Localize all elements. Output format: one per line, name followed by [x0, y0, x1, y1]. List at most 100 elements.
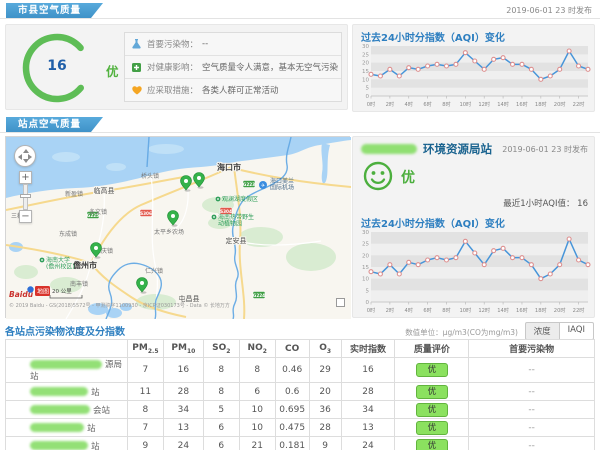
svg-text:10时: 10时 — [459, 306, 471, 314]
map-town-label: 太平乡农场 — [154, 228, 184, 236]
zoom-slider-handle[interactable] — [20, 194, 31, 198]
zoom-in-button[interactable]: + — [19, 171, 32, 184]
station-pin[interactable] — [180, 175, 192, 192]
column-header: PM2.5 — [126, 339, 164, 358]
pollutant-value: 8 — [126, 400, 164, 419]
svg-text:30: 30 — [362, 44, 369, 50]
svg-text:国际机场: 国际机场 — [270, 184, 294, 192]
zoom-out-button[interactable]: − — [19, 210, 32, 223]
svg-text:22时: 22时 — [573, 100, 585, 108]
pollutant-value: 0.46 — [274, 357, 310, 383]
map-canvas[interactable]: G225S306G223S304G224桥头镇新盈镇多文镇东成镇三都镇和庆镇仁兴… — [6, 137, 351, 319]
svg-text:16时: 16时 — [516, 100, 528, 108]
pollutant-value: 10 — [238, 400, 276, 419]
tab-station-air-quality: 站点空气质量 — [6, 117, 103, 132]
map-scale: 20 公里 — [49, 288, 83, 299]
heart-icon — [132, 85, 143, 95]
realtime-index: 24 — [340, 436, 396, 450]
station-name: 环境资源局站 — [423, 142, 492, 156]
svg-text:G225: G225 — [87, 213, 99, 218]
pollutant-value: 8 — [202, 382, 240, 401]
map-town-label: 东成镇 — [59, 230, 77, 238]
pollutant-value: 10 — [238, 418, 276, 437]
station-pin[interactable] — [193, 172, 205, 189]
map-corner-control[interactable] — [336, 298, 345, 307]
city-chart-panel: 过去24小时分指数（AQI）变化 0 5 10 15 20 25 30 0时 2时 4时 6时 8时 1… — [352, 24, 595, 112]
info-row: 对健康影响： 空气质量令人满意，基本无空气污染 — [125, 56, 341, 79]
road-shield: G225 — [86, 211, 100, 219]
pollutant-value: 29 — [308, 357, 342, 383]
svg-text:观澜湖度假区: 观澜湖度假区 — [222, 195, 258, 203]
pollutant-value: 28 — [308, 418, 342, 437]
svg-text:20时: 20时 — [554, 306, 566, 314]
map-county-label: 临高县 — [94, 186, 115, 195]
column-header: 实时指数 — [340, 339, 396, 358]
pan-up-icon[interactable] — [23, 149, 29, 153]
svg-text:5: 5 — [366, 86, 370, 92]
pollutant-value: 5 — [202, 400, 240, 419]
svg-text:G224: G224 — [253, 293, 265, 298]
realtime-index: 13 — [340, 418, 396, 437]
station-pin[interactable] — [136, 277, 148, 294]
road-shield: S306 — [139, 209, 153, 217]
pollutant-value: 0.475 — [274, 418, 310, 437]
rating-badge: 优 — [415, 402, 449, 417]
station-name-suffix: 站 — [91, 387, 100, 398]
info-row: 首要污染物： -- — [125, 33, 341, 56]
station-name-redacted — [361, 144, 417, 154]
pan-right-icon[interactable] — [28, 154, 32, 160]
svg-text:15: 15 — [362, 265, 369, 271]
pollutant-value: 11 — [126, 382, 164, 401]
station-aqi-chart: 0 5 10 15 20 25 30 0时 2时 4时 6时 8时 10时 12时 14时 16时 18时 20时… — [362, 230, 591, 314]
svg-text:2时: 2时 — [386, 306, 395, 314]
toggle-浓度[interactable]: 浓度 — [524, 322, 560, 340]
publish-date: 2019-06-01 23 时发布 — [506, 6, 592, 15]
station-name-cell: 会站 — [5, 400, 128, 419]
pollutant-value: 16 — [162, 357, 204, 383]
pan-down-icon[interactable] — [23, 159, 29, 163]
station-name-redacted — [30, 441, 88, 450]
primary-pollutant: -- — [468, 357, 595, 383]
column-header: PM10 — [162, 339, 204, 358]
svg-text:12时: 12时 — [478, 306, 490, 314]
smiley-face-icon — [362, 160, 394, 196]
svg-text:18时: 18时 — [535, 100, 547, 108]
svg-text:8时: 8时 — [442, 306, 451, 314]
info-label: 对健康影响： — [147, 63, 199, 73]
pollutant-value: 6 — [238, 382, 276, 401]
baidu-map[interactable]: G225S306G223S304G224桥头镇新盈镇多文镇东成镇三都镇和庆镇仁兴… — [5, 136, 351, 319]
svg-text:海南大学: 海南大学 — [46, 256, 70, 264]
station-aqi-level: 优 — [401, 170, 415, 186]
svg-text:20: 20 — [362, 253, 369, 259]
column-header: O3 — [308, 339, 342, 358]
svg-text:25: 25 — [362, 242, 369, 248]
toggle-IAQI[interactable]: IAQI — [558, 322, 594, 340]
station-name-suffix: 源局站 — [30, 360, 123, 382]
table-row: 站 11 28 8 6 0.6 20 28 优 -- — [5, 382, 595, 401]
pollutant-value: 13 — [162, 418, 204, 437]
table-row: 会站 8 34 5 10 0.695 36 34 优 -- — [5, 400, 595, 419]
map-poi-label: 观澜湖度假区 — [215, 195, 258, 203]
rating-badge: 优 — [415, 438, 449, 450]
tab-city-air-quality: 市县空气质量 — [6, 3, 103, 18]
svg-text:14时: 14时 — [497, 306, 509, 314]
map-pan-control[interactable] — [14, 145, 36, 167]
station-pin[interactable] — [167, 210, 179, 227]
svg-text:25: 25 — [362, 52, 369, 58]
svg-text:6时: 6时 — [423, 100, 432, 108]
map-town-label: 南丰镇 — [70, 280, 88, 288]
rating-badge: 优 — [415, 384, 449, 399]
recent-aqi-label: 最近1小时AQI值： — [503, 199, 575, 209]
city-chart-title: 过去24小时分指数（AQI）变化 — [361, 33, 505, 44]
svg-text:0时: 0时 — [367, 306, 376, 314]
pan-left-icon[interactable] — [18, 154, 22, 160]
primary-pollutant: -- — [468, 436, 595, 450]
map-town-label: 仁兴镇 — [145, 267, 163, 275]
station-pin[interactable] — [90, 242, 102, 259]
station-publish-date: 2019-06-01 23 时发布 — [502, 145, 588, 154]
realtime-index: 16 — [340, 357, 396, 383]
svg-text:6时: 6时 — [423, 306, 432, 314]
info-value: 各类人群可正常活动 — [202, 86, 279, 96]
info-value: 空气质量令人满意，基本无空气污染 — [202, 63, 339, 73]
